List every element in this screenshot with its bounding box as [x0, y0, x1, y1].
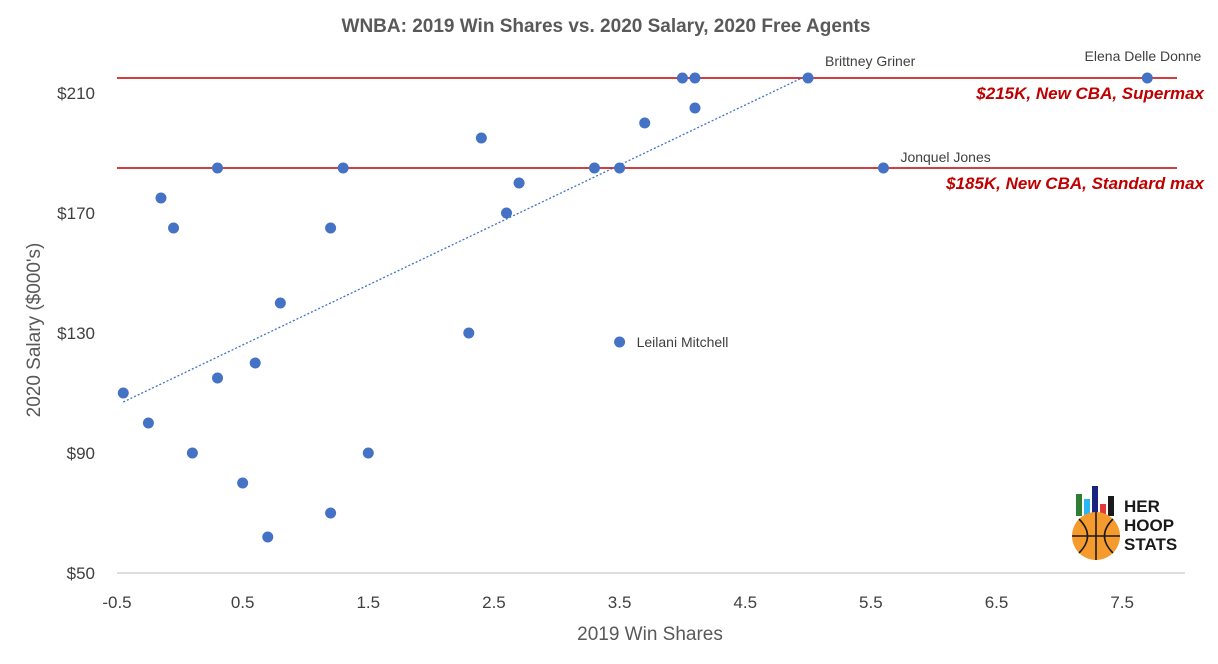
logo-bar — [1092, 486, 1098, 516]
data-point — [212, 372, 224, 384]
y-axis-ticks: $50 $90 $130 $170 $210 — [57, 84, 95, 583]
y-tick-label: $170 — [57, 204, 95, 223]
logo-bar — [1076, 494, 1082, 516]
data-point — [1141, 72, 1153, 84]
x-tick-label: 4.5 — [733, 593, 757, 612]
y-tick-label: $50 — [67, 564, 95, 583]
data-point — [274, 297, 286, 309]
data-point-label: Brittney Griner — [825, 53, 916, 69]
y-tick-label: $90 — [67, 444, 95, 463]
x-tick-label: 2.5 — [482, 593, 506, 612]
data-point — [689, 102, 701, 114]
data-point — [262, 531, 274, 543]
data-point — [325, 507, 337, 519]
x-tick-label: -0.5 — [102, 593, 131, 612]
data-point — [802, 72, 814, 84]
logo-text-her: HER — [1124, 497, 1160, 516]
data-point — [168, 222, 180, 234]
x-tick-label: 7.5 — [1110, 593, 1134, 612]
data-point-label: Jonquel Jones — [900, 149, 990, 165]
y-axis-label: 2020 Salary ($000's) — [24, 243, 45, 418]
basketball-seams-icon — [1072, 512, 1120, 560]
data-point — [513, 177, 525, 189]
reference-lines: $215K, New CBA, Supermax $185K, New CBA, … — [117, 77, 1206, 193]
x-tick-label: 6.5 — [985, 593, 1009, 612]
data-point-label: Elena Delle Donne — [1085, 48, 1202, 64]
logo-bar — [1100, 504, 1106, 516]
chart-title: WNBA: 2019 Win Shares vs. 2020 Salary, 2… — [342, 16, 871, 37]
data-point — [362, 447, 374, 459]
data-point — [337, 162, 349, 174]
logo-bar — [1108, 496, 1114, 516]
data-point — [614, 336, 626, 348]
data-point — [676, 72, 688, 84]
data-point — [155, 192, 167, 204]
data-point — [588, 162, 600, 174]
data-point — [117, 387, 129, 399]
data-point — [475, 132, 487, 144]
data-point-label: Leilani Mitchell — [637, 334, 729, 350]
data-point — [212, 162, 224, 174]
logo-text-stats: STATS — [1124, 535, 1177, 554]
data-point — [689, 72, 701, 84]
her-hoop-stats-logo: HER HOOP STATS — [1072, 486, 1177, 560]
data-point — [186, 447, 198, 459]
data-point — [614, 162, 626, 174]
x-tick-label: 0.5 — [231, 593, 255, 612]
data-point — [639, 117, 651, 129]
logo-text-hoop: HOOP — [1124, 516, 1174, 535]
data-point — [249, 357, 261, 369]
x-axis-label: 2019 Win Shares — [577, 624, 723, 645]
data-point — [142, 417, 154, 429]
x-tick-label: 3.5 — [608, 593, 632, 612]
x-tick-label: 5.5 — [859, 593, 883, 612]
data-point — [501, 207, 513, 219]
logo-bar — [1084, 499, 1090, 516]
reference-line-label: $185K, New CBA, Standard max — [945, 174, 1205, 193]
x-tick-label: 1.5 — [356, 593, 380, 612]
logo-bars-icon — [1076, 486, 1114, 516]
x-axis-ticks: -0.5 0.5 1.5 2.5 3.5 4.5 5.5 6.5 7.5 — [102, 593, 1134, 612]
reference-line-label: $215K, New CBA, Supermax — [975, 84, 1205, 103]
point-labels: Leilani Mitchell Brittney Griner Jonquel J… — [637, 48, 1202, 350]
data-point — [877, 162, 889, 174]
trendline — [123, 74, 809, 403]
y-tick-label: $130 — [57, 324, 95, 343]
y-tick-label: $210 — [57, 84, 95, 103]
data-point — [237, 477, 249, 489]
data-points — [117, 72, 1153, 543]
data-point — [325, 222, 337, 234]
data-point — [463, 327, 475, 339]
